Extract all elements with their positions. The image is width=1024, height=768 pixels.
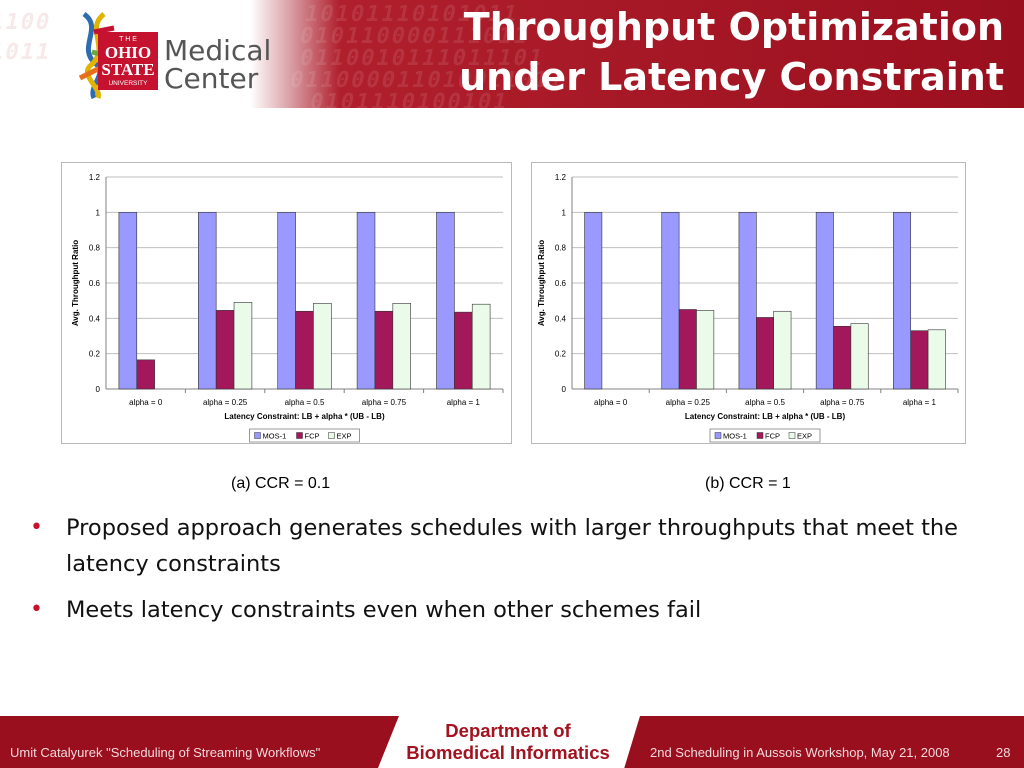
y-tick-label: 0	[96, 385, 101, 394]
footer-dept-line-2: Biomedical Informatics	[406, 742, 610, 763]
bullet-item: • Proposed approach generates schedules w…	[30, 510, 990, 582]
bar-mos-1	[198, 212, 217, 390]
legend-swatch-fcp	[296, 432, 303, 439]
legend-label: EXP	[337, 432, 352, 441]
bullet-list: • Proposed approach generates schedules w…	[30, 510, 990, 638]
bar-mos-1	[118, 212, 138, 390]
bar-mos-1	[277, 212, 296, 390]
bar-exp	[773, 310, 792, 390]
legend-label: MOS-1	[723, 432, 747, 441]
y-tick-label: 0.4	[89, 314, 101, 323]
bar-mos-1	[584, 212, 603, 390]
y-axis-title: Avg. Throughput Ratio	[71, 240, 80, 326]
y-tick-label: 1	[96, 208, 101, 217]
header-band	[0, 0, 1024, 108]
legend-swatch-mos-1	[714, 432, 722, 439]
logo-state: STATE	[101, 60, 154, 79]
y-tick-label: 1	[562, 208, 567, 217]
bar-mos-1	[356, 212, 376, 390]
logo-word-medical: Medical	[164, 34, 271, 67]
legend-swatch-exp	[328, 432, 335, 439]
y-tick-label: 0.2	[89, 350, 101, 359]
legend-swatch-exp	[788, 432, 796, 439]
legend-label: FCP	[305, 432, 320, 441]
x-tick-label: alpha = 0.5	[745, 398, 785, 407]
bar-fcp	[295, 310, 314, 390]
legend-label: FCP	[765, 432, 780, 441]
bar-fcp	[215, 310, 235, 390]
footer-event: 2nd Scheduling in Aussois Workshop, May …	[650, 745, 950, 760]
x-tick-label: alpha = 1	[903, 398, 937, 407]
x-tick-label: alpha = 0.75	[820, 398, 865, 407]
bar-exp	[927, 329, 946, 390]
legend-label: MOS-1	[263, 432, 287, 441]
y-tick-label: 1.2	[555, 173, 567, 182]
bullet-text-1: Proposed approach generates schedules wi…	[66, 515, 959, 577]
footer-dept-line-1: Department of	[445, 720, 571, 741]
y-tick-label: 1.2	[89, 173, 101, 182]
title-line-2: under Latency Constraint	[459, 55, 1004, 99]
title-line-1: Throughput Optimization	[463, 5, 1004, 49]
logo-the: T H E	[119, 36, 137, 43]
bar-mos-1	[815, 212, 834, 390]
legend-swatch-fcp	[756, 432, 764, 439]
caption-b: (b) CCR = 1	[705, 475, 791, 492]
bar-exp	[696, 310, 715, 390]
bullet-dot-icon: •	[30, 515, 43, 540]
bar-mos-1	[893, 212, 912, 390]
y-tick-label: 0.4	[555, 314, 567, 323]
legend-label: EXP	[797, 432, 812, 441]
x-axis-title: Latency Constraint: LB + alpha * (UB - L…	[685, 412, 846, 421]
x-tick-label: alpha = 0.75	[362, 398, 407, 407]
bar-exp	[850, 323, 869, 390]
bar-mos-1	[436, 212, 455, 390]
chart-a-svg: 0 0.2 0.4 0.6 0.8 1 1.2 alpha = 0 alpha = 0.25 al…	[71, 173, 504, 443]
bullet-text-2: Meets latency constraints even when othe…	[66, 597, 702, 623]
x-tick-label: alpha = 0	[129, 398, 163, 407]
x-tick-label: alpha = 0.5	[285, 398, 325, 407]
bullet-dot-icon: •	[30, 597, 43, 622]
chart-panel-a: 0 0.2 0.4 0.6 0.8 1 1.2 alpha = 0 alpha = 0.25 al…	[61, 162, 512, 444]
y-tick-label: 0.8	[555, 244, 567, 253]
logo-word-center: Center	[164, 62, 259, 95]
bar-exp	[233, 302, 253, 390]
chart-b-svg: 0 0.2 0.4 0.6 0.8 1 1.2 alpha = 0 alpha = 0.25 al…	[537, 173, 959, 443]
footer-dept-panel	[378, 716, 640, 768]
x-tick-label: alpha = 0	[594, 398, 628, 407]
osu-medical-center-logo: T H E OHIO STATE UNIVERSITY Medical Cent…	[78, 11, 271, 100]
footer-department: Department of Biomedical Informatics	[388, 720, 628, 764]
bar-fcp	[678, 309, 697, 390]
bar-fcp	[833, 325, 852, 390]
legend-swatch-mos-1	[254, 432, 261, 439]
chart-panel-b: 0 0.2 0.4 0.6 0.8 1 1.2 alpha = 0 alpha = 0.25 al…	[531, 162, 966, 444]
y-tick-label: 0.6	[89, 279, 101, 288]
x-tick-label: alpha = 1	[447, 398, 481, 407]
footer-band: Umit Catalyurek "Scheduling of Streaming…	[0, 716, 1024, 768]
bar-fcp	[136, 359, 155, 390]
bar-fcp	[756, 317, 774, 390]
slide-title: Throughput Optimization under Latency Co…	[404, 2, 1004, 102]
bar-fcp	[374, 310, 394, 390]
x-tick-label: alpha = 0.25	[666, 398, 711, 407]
bar-exp	[392, 303, 411, 390]
x-tick-label: alpha = 0.25	[203, 398, 248, 407]
bar-exp	[313, 303, 332, 390]
y-axis-title: Avg. Throughput Ratio	[537, 240, 546, 326]
caption-a: (a) CCR = 0.1	[231, 475, 331, 492]
page-number: 28	[996, 745, 1011, 760]
bullet-item: • Meets latency constraints even when oth…	[30, 592, 990, 628]
bar-mos-1	[661, 212, 680, 390]
y-tick-label: 0.8	[89, 244, 101, 253]
logo-ohio: OHIO	[105, 43, 151, 62]
y-tick-label: 0.2	[555, 350, 567, 359]
footer-presenter: Umit Catalyurek "Scheduling of Streaming…	[10, 745, 321, 760]
bar-exp	[471, 303, 491, 390]
y-tick-label: 0.6	[555, 279, 567, 288]
y-tick-label: 0	[562, 385, 567, 394]
bar-mos-1	[738, 212, 757, 390]
bar-fcp	[454, 311, 473, 390]
bar-fcp	[910, 330, 929, 390]
logo-university: UNIVERSITY	[108, 80, 148, 87]
x-axis-title: Latency Constraint: LB + alpha * (UB - L…	[224, 412, 385, 421]
